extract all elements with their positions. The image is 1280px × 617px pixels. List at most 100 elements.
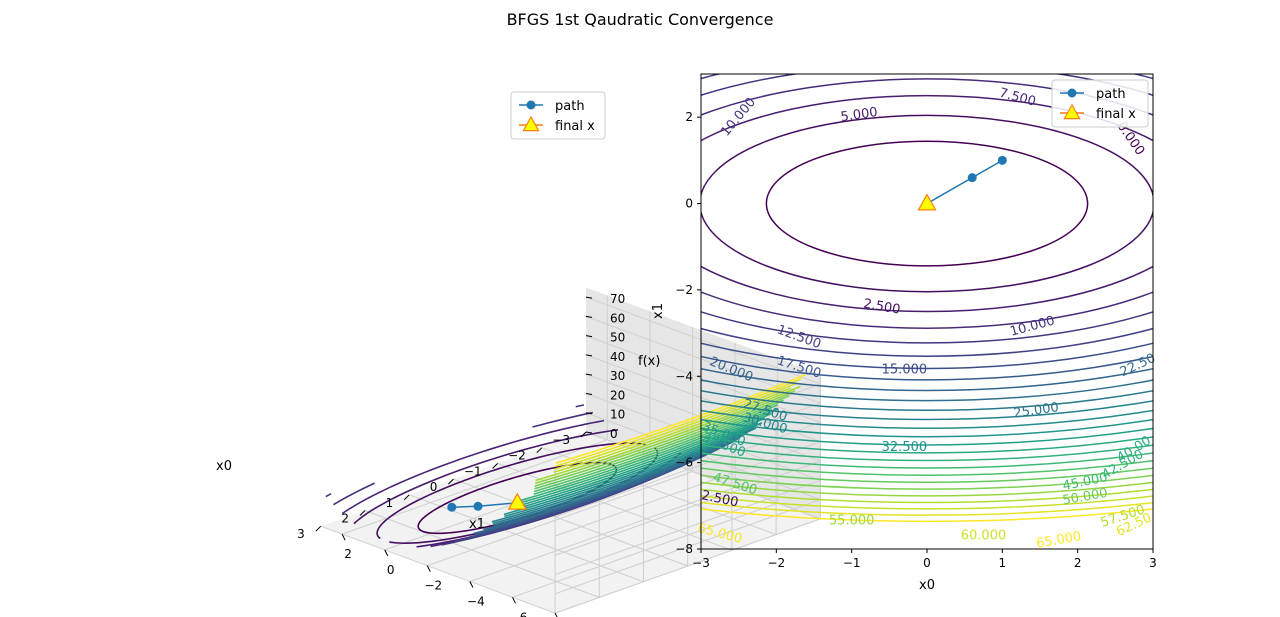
final-x-marker (917, 193, 937, 211)
contour-line (701, 488, 1153, 504)
contour-line (701, 114, 1153, 293)
y-tick-3d (426, 565, 431, 572)
z-tick-3d (585, 354, 593, 357)
x-tick-3d (492, 463, 498, 469)
contour-line (701, 481, 1153, 497)
y-tick-3d (341, 533, 346, 541)
contour-line (701, 400, 1153, 421)
contour-plot: 2.5005.0007.50010.00010.0000.00012.50015… (651, 73, 1158, 593)
surface-contour (554, 378, 802, 468)
surface-contour (504, 426, 755, 518)
path-line (926, 159, 1003, 205)
y-tick-3d (512, 597, 516, 604)
x-tick-label: 1 (999, 556, 1007, 570)
surface-contour (534, 390, 796, 485)
contour-line (701, 474, 1153, 490)
z-tick-label-3d: 40 (610, 350, 625, 364)
surface-contour (491, 427, 757, 523)
surface-contour (575, 404, 585, 408)
surface-contour (532, 411, 594, 428)
z-tick-3d (585, 431, 593, 434)
contour-label: 2.500 (862, 297, 901, 318)
surface-contour (341, 419, 605, 515)
x-tick-label: 2 (1074, 556, 1082, 570)
contour-line (701, 74, 1153, 344)
contour-line (701, 409, 1153, 429)
y-axis-label-3d: x1 (469, 517, 485, 532)
legend-path-marker (1067, 88, 1077, 98)
contour-line (701, 342, 1153, 370)
contour-label: 32.500 (882, 440, 928, 455)
surface-contour (517, 412, 773, 505)
y-tick-label: 2 (685, 110, 693, 124)
contour-line (701, 78, 1153, 329)
optimization-path (917, 155, 1007, 211)
y-gridline (341, 295, 608, 535)
y-tick-3d (554, 612, 558, 617)
x-tick-label: 0 (923, 556, 931, 570)
contour-label: 7.500 (997, 86, 1037, 110)
contour-label: 25.000 (1013, 400, 1060, 421)
x-tick-label-3d: −3 (552, 433, 570, 447)
figure-title: BFGS 1st Qaudratic Convergence (507, 10, 774, 29)
x-tick-label-3d: 1 (386, 496, 394, 510)
contour-label: 60.000 (961, 529, 1007, 544)
z-tick-3d (585, 296, 593, 299)
surface-contour (503, 422, 763, 516)
contour-line (701, 94, 1153, 313)
y-tick-label: −2 (675, 283, 693, 297)
contour-label: 55.000 (829, 513, 875, 528)
legend-final-marker-3d (522, 115, 540, 132)
legend-final-label: final x (1096, 107, 1136, 122)
path-point (967, 173, 977, 183)
surface-contour (534, 399, 784, 490)
y-tick-label: −8 (675, 542, 693, 556)
x-tick-3d (536, 447, 543, 454)
x-tick-3d (448, 478, 454, 485)
legend-path-marker-3d (526, 100, 536, 110)
surface-contour (553, 387, 792, 474)
surface-contour (332, 482, 375, 506)
x-tick-label-3d: 3 (297, 527, 305, 541)
legend-3d: path final x (510, 91, 606, 140)
x-tick-3d (580, 431, 587, 438)
path-point-3d (473, 501, 483, 511)
surface-contour (535, 385, 801, 482)
contour-line (701, 495, 1153, 510)
y-gridline (427, 326, 693, 567)
y-tick-label: 0 (685, 197, 693, 211)
y-tick-label-3d: 2 (344, 547, 352, 561)
z-tick-label-3d: 50 (610, 331, 625, 345)
contour-line (701, 389, 1153, 411)
surface-contour (517, 417, 766, 507)
contour-line (701, 418, 1153, 438)
contour-line (701, 367, 1153, 392)
z-tick-label-3d: 20 (610, 388, 625, 402)
x-tick-label-3d: 0 (430, 480, 438, 494)
surface-contour (325, 492, 332, 498)
contour-label: 10.000 (718, 95, 759, 139)
z-tick-3d (585, 392, 593, 395)
contour-line (701, 467, 1153, 483)
y-tick-label: −6 (675, 456, 693, 470)
contour-line (765, 140, 1089, 267)
y-tick-label-3d: −4 (467, 595, 485, 609)
path-point (997, 155, 1007, 165)
x-tick-3d (359, 510, 366, 516)
z-tick-label-3d: 10 (610, 408, 625, 422)
contour-line (701, 427, 1153, 446)
y-gridline (469, 342, 736, 582)
y-gridline (384, 311, 651, 551)
contour-label: 15.000 (882, 362, 928, 377)
y-tick-label-3d: −6 (510, 610, 528, 617)
z-tick-3d (585, 373, 593, 376)
axis-ticks: −3 −2 −1 0 1 2 3 −8 −6 −4 −2 0 2 (675, 110, 1157, 570)
contour-line (701, 508, 1153, 523)
x-tick-3d (403, 494, 410, 501)
contour-line (701, 444, 1153, 462)
x-tick-3d (315, 525, 322, 532)
z-tick-3d (585, 315, 593, 318)
legend-final-label-3d: final x (555, 119, 595, 134)
